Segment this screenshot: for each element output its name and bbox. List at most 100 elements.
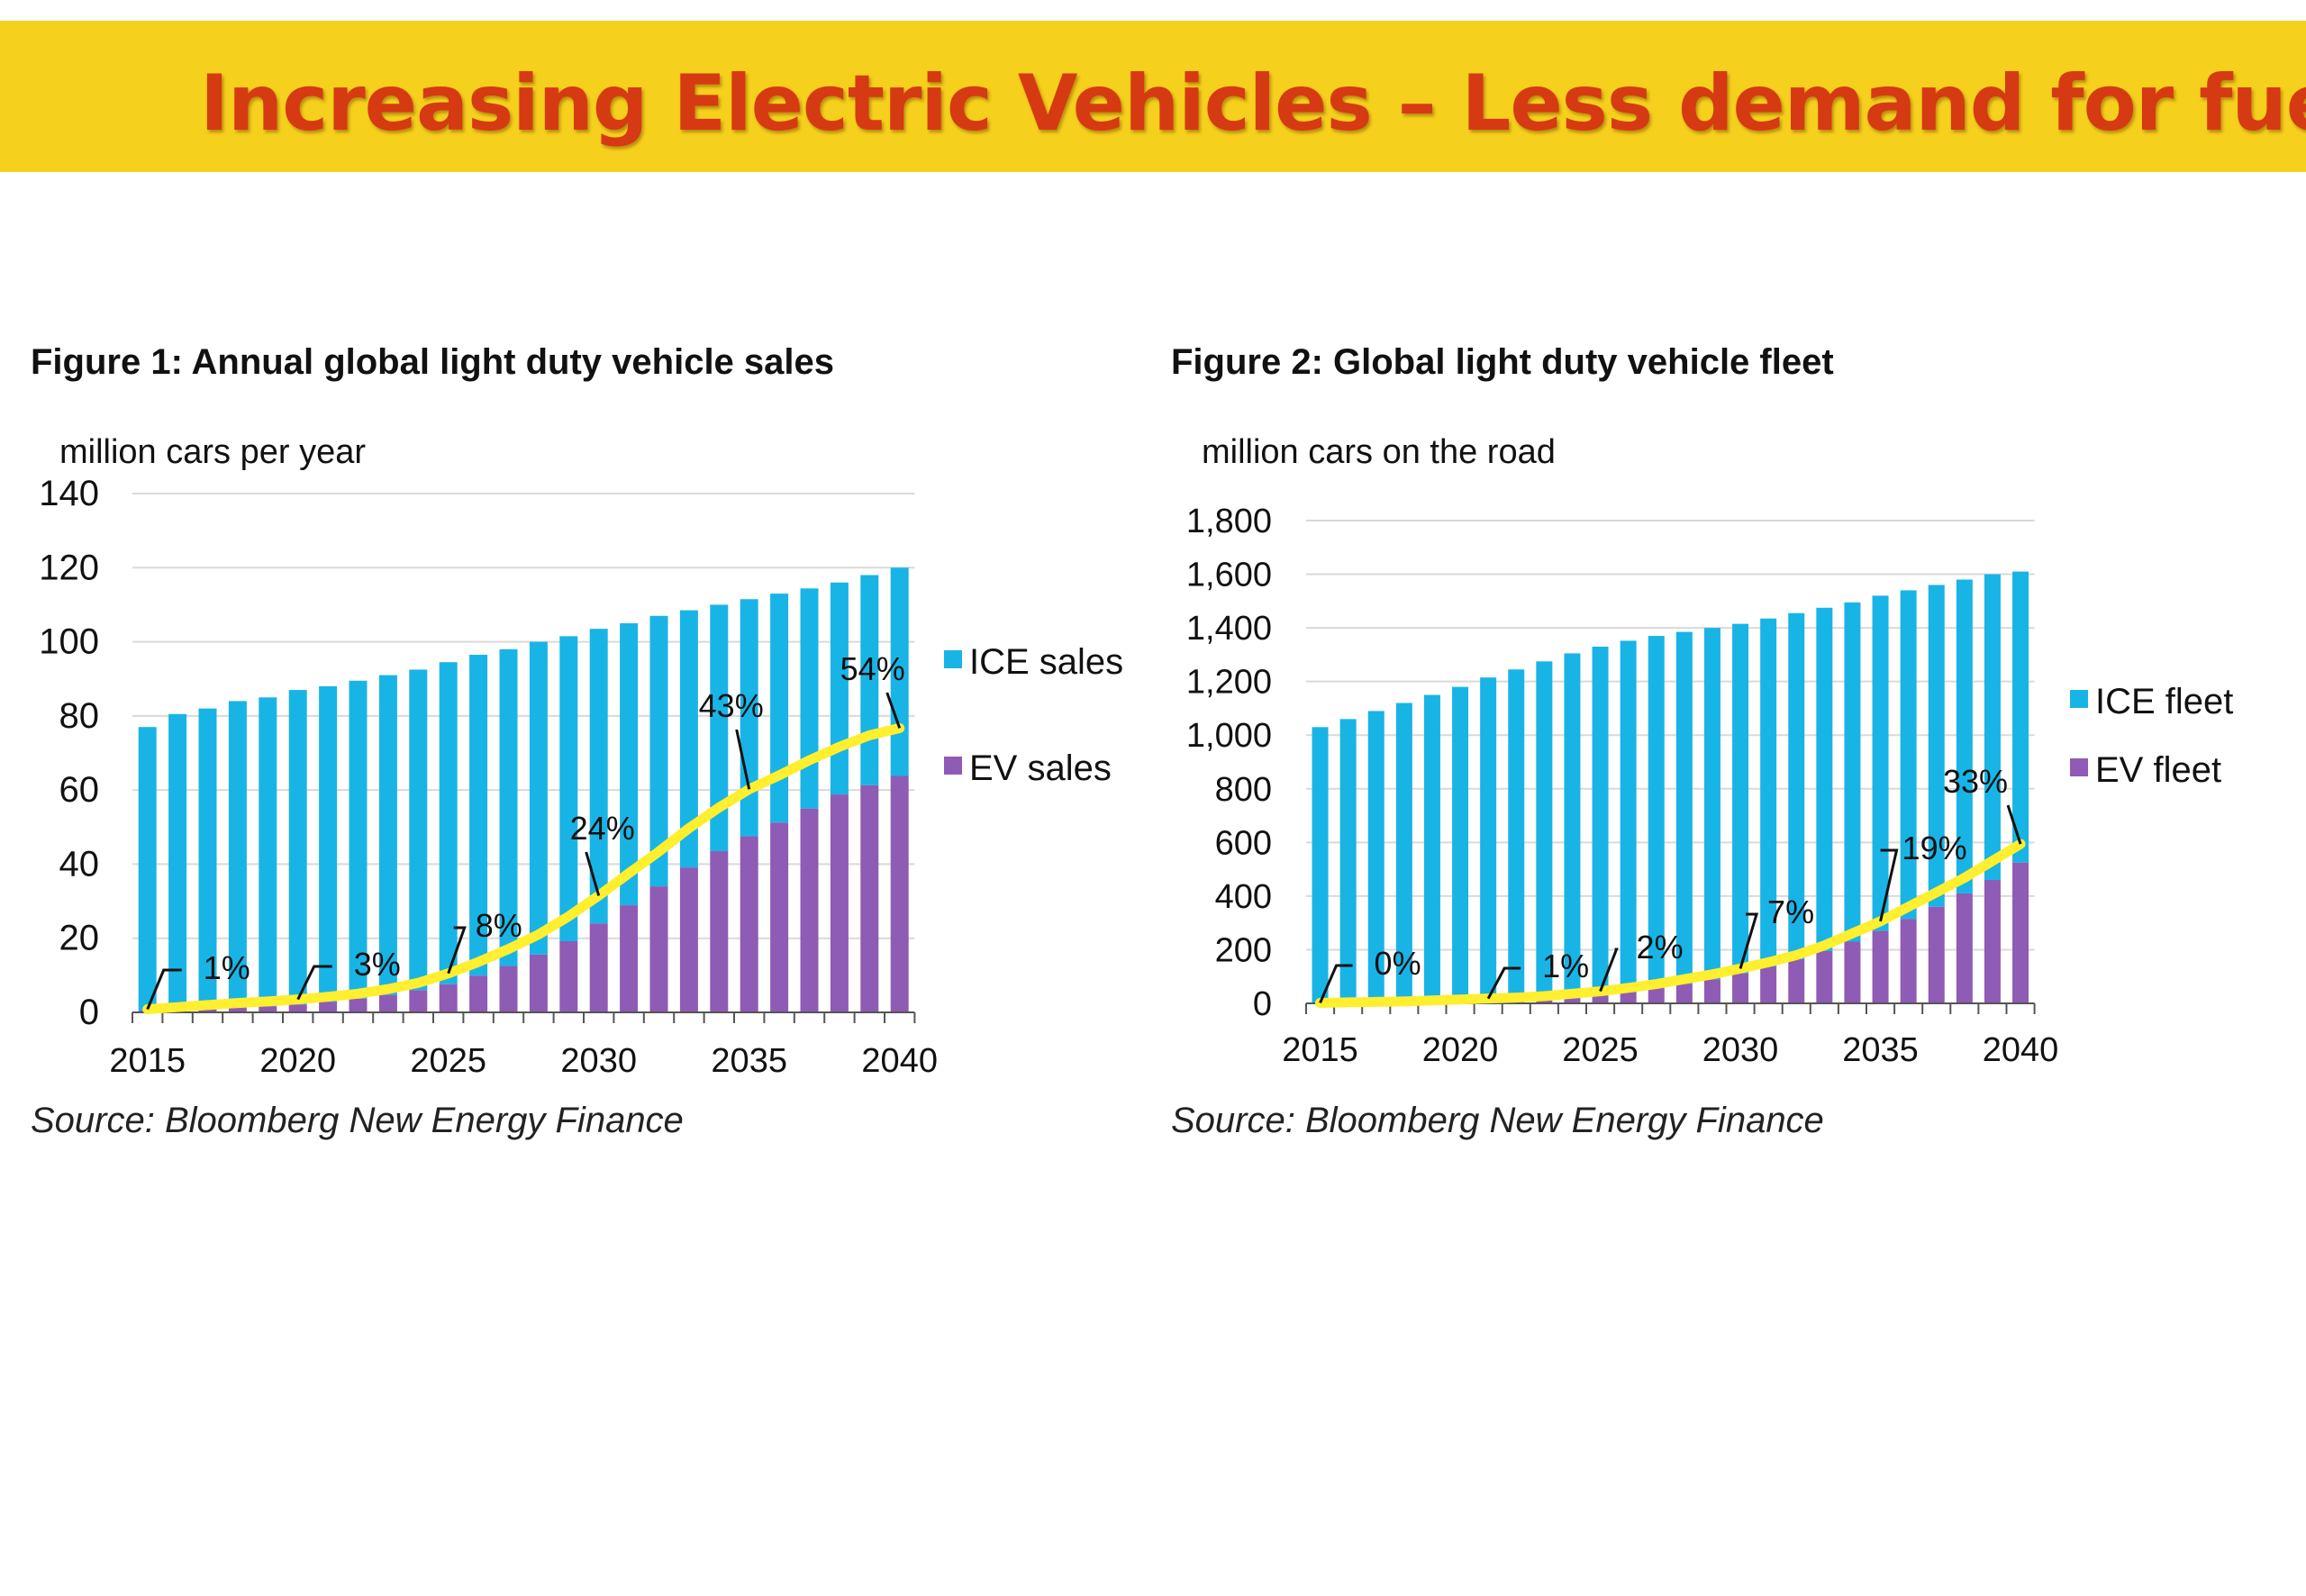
ev-bar [559, 941, 578, 1012]
ev-bar [1788, 958, 1805, 1003]
ice-bar [288, 690, 307, 1005]
annotation-leader [735, 729, 751, 790]
ev-bar [1872, 930, 1889, 1003]
ice-bar [1395, 703, 1412, 1002]
ice-bar [1872, 595, 1889, 931]
ice-bar [1620, 640, 1637, 992]
figure-2-source: Source: Bloomberg New Energy Finance [1171, 1101, 1824, 1140]
y-tick-label: 1,600 [1186, 557, 1272, 594]
legend-label: ICE sales [969, 642, 1123, 682]
ev-bar [1956, 893, 1973, 1003]
legend-label: ICE fleet [2095, 682, 2233, 721]
y-tick-label: 100 [39, 622, 99, 662]
ev-bar [499, 966, 518, 1012]
ice-bar [138, 727, 157, 1011]
y-tick-label: 80 [59, 696, 100, 736]
y-axis-label: million cars on the road [1202, 433, 1556, 471]
y-tick-label: 600 [1215, 824, 1272, 862]
figure-1-title: Figure 1: Annual global light duty vehic… [31, 342, 835, 382]
figure-1-source: Source: Bloomberg New Energy Finance [31, 1101, 684, 1140]
share-annotation: 54% [840, 650, 905, 687]
y-tick-label: 0 [1253, 985, 1272, 1023]
x-tick-label: 2025 [410, 1042, 486, 1080]
ice-bar [409, 669, 428, 991]
ev-bar [1732, 973, 1749, 1003]
ice-bar [1956, 579, 1973, 893]
annotation-leader [2006, 804, 2022, 845]
slide-title: Increasing Electric Vehicles – Less dema… [200, 59, 2306, 149]
y-tick-label: 1,400 [1186, 610, 1272, 648]
share-annotation: 3% [354, 946, 401, 983]
ice-bar [1816, 607, 1833, 951]
ice-bar [499, 648, 518, 966]
ice-bar [1844, 602, 1861, 942]
figure-2-title: Figure 2: Global light duty vehicle flee… [1171, 342, 1834, 382]
ev-bar [259, 1006, 277, 1012]
x-tick-label: 2035 [711, 1042, 787, 1080]
ev-bar [409, 990, 428, 1012]
legend-swatch [2070, 758, 2088, 776]
share-annotation: 19% [1902, 830, 1967, 866]
ev-bar [649, 886, 668, 1012]
ev-bar [710, 851, 729, 1012]
y-tick-label: 1,000 [1186, 717, 1272, 755]
ev-bar [1844, 941, 1861, 1003]
ev-bar [378, 994, 397, 1012]
y-tick-label: 1,800 [1186, 503, 1272, 540]
ev-bar [1984, 880, 2001, 1003]
share-annotation: 8% [476, 907, 522, 944]
annotation-leader [885, 692, 902, 729]
ice-bar [1703, 628, 1720, 980]
ev-bar [1564, 995, 1581, 1003]
y-axis-label: million cars per year [59, 433, 366, 471]
y-tick-label: 1,200 [1186, 664, 1272, 702]
ev-bar [319, 1002, 338, 1012]
y-tick-label: 0 [79, 993, 99, 1032]
ice-bar [1536, 661, 1553, 998]
x-tick-label: 2030 [1702, 1031, 1779, 1069]
ev-bar [1760, 966, 1777, 1003]
ice-bar [319, 685, 338, 1002]
ev-bar [740, 836, 758, 1012]
ice-bar [349, 680, 368, 999]
ev-bar [679, 867, 698, 1012]
annotation-leader [585, 851, 601, 896]
ev-bar [1648, 988, 1665, 1003]
x-tick-label: 2040 [1983, 1031, 2059, 1069]
ev-bar [198, 1009, 217, 1012]
ice-bar [890, 567, 909, 776]
ev-bar [589, 923, 608, 1012]
share-annotation: 2% [1637, 929, 1684, 966]
ev-bar [439, 984, 458, 1012]
share-annotation: 24% [570, 810, 635, 847]
ice-bar [529, 641, 548, 955]
ev-bar [1592, 993, 1609, 1003]
y-tick-label: 20 [59, 919, 100, 958]
share-annotation: 33% [1943, 763, 2008, 800]
ev-bar [830, 794, 849, 1012]
share-annotation: 1% [1542, 948, 1589, 984]
ice-bar [1312, 727, 1329, 1003]
y-tick-label: 400 [1215, 878, 1272, 916]
ev-bar [469, 975, 488, 1012]
legend-label: EV fleet [2095, 750, 2221, 790]
ice-bar [770, 594, 789, 823]
ev-bar [1928, 906, 1945, 1003]
x-tick-label: 2035 [1842, 1031, 1919, 1069]
ev-bar [1620, 991, 1637, 1003]
legend-swatch [2070, 690, 2088, 708]
x-tick-label: 2025 [1562, 1031, 1639, 1069]
ice-bar [1900, 590, 1917, 920]
ice-bar [2012, 571, 2029, 863]
y-tick-label: 40 [59, 844, 100, 884]
legend-swatch [944, 757, 962, 775]
ice-bar [589, 629, 608, 924]
ev-bar [1675, 984, 1693, 1003]
legend-label: EV sales [969, 748, 1112, 788]
ice-bar [559, 636, 578, 942]
ev-bar [800, 808, 819, 1012]
ice-bar [1788, 612, 1805, 959]
annotation-leader [1599, 948, 1619, 993]
x-tick-label: 2030 [560, 1042, 637, 1080]
ev-bar [860, 784, 879, 1012]
